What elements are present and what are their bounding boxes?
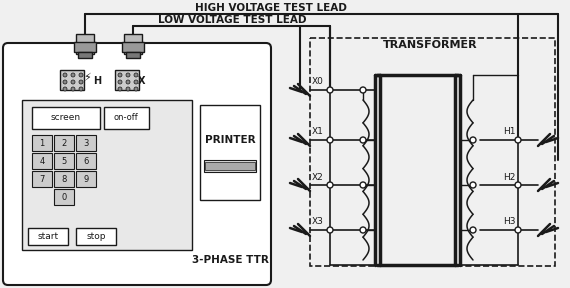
Bar	[54, 189, 74, 205]
Text: 3-PHASE TTR: 3-PHASE TTR	[192, 255, 268, 265]
Text: screen: screen	[51, 113, 81, 122]
Bar	[122, 42, 144, 52]
Text: TRANSFORMER: TRANSFORMER	[382, 40, 477, 50]
Circle shape	[134, 80, 138, 84]
Bar	[115, 70, 139, 90]
FancyBboxPatch shape	[3, 43, 271, 285]
Bar	[78, 52, 92, 58]
Text: H: H	[93, 76, 101, 86]
Text: X1: X1	[312, 128, 324, 137]
Text: 2: 2	[62, 139, 67, 147]
Circle shape	[71, 80, 75, 84]
Text: PRINTER: PRINTER	[205, 135, 255, 145]
Circle shape	[470, 227, 476, 233]
Circle shape	[515, 137, 521, 143]
Circle shape	[515, 182, 521, 188]
Text: 9: 9	[83, 175, 88, 183]
Circle shape	[118, 80, 122, 84]
Bar	[74, 42, 96, 52]
Bar	[32, 135, 52, 151]
Bar	[22, 100, 192, 250]
Circle shape	[134, 87, 138, 91]
Bar	[60, 70, 84, 90]
Text: LOW VOLTAGE TEST LEAD: LOW VOLTAGE TEST LEAD	[158, 15, 307, 25]
Circle shape	[470, 182, 476, 188]
Bar	[32, 171, 52, 187]
Text: 0: 0	[62, 192, 67, 202]
Circle shape	[327, 227, 333, 233]
Text: 6: 6	[83, 156, 89, 166]
Circle shape	[134, 73, 138, 77]
Bar	[76, 34, 94, 54]
Circle shape	[63, 73, 67, 77]
Bar	[54, 135, 74, 151]
Bar	[76, 153, 96, 169]
Circle shape	[71, 87, 75, 91]
Circle shape	[79, 73, 83, 77]
Text: ⚡: ⚡	[83, 73, 91, 83]
Text: on-off: on-off	[113, 113, 139, 122]
Circle shape	[79, 87, 83, 91]
Circle shape	[327, 137, 333, 143]
Bar	[124, 34, 142, 54]
Circle shape	[360, 227, 366, 233]
Bar	[310, 38, 555, 266]
Circle shape	[118, 73, 122, 77]
Text: X2: X2	[312, 173, 324, 181]
Bar	[200, 105, 260, 200]
Text: stop: stop	[86, 232, 106, 241]
Circle shape	[63, 87, 67, 91]
Text: 1: 1	[39, 139, 44, 147]
Circle shape	[327, 182, 333, 188]
Bar	[32, 107, 100, 129]
Circle shape	[515, 227, 521, 233]
Circle shape	[126, 87, 130, 91]
Circle shape	[126, 80, 130, 84]
Bar	[76, 228, 116, 245]
Text: 3: 3	[83, 139, 89, 147]
Text: 7: 7	[39, 175, 44, 183]
Circle shape	[79, 80, 83, 84]
Bar	[126, 52, 140, 58]
Circle shape	[327, 87, 333, 93]
Circle shape	[360, 87, 366, 93]
Bar	[54, 171, 74, 187]
Bar	[32, 153, 52, 169]
Text: 8: 8	[62, 175, 67, 183]
Bar	[204, 160, 256, 172]
Text: H2: H2	[503, 173, 515, 181]
Bar	[104, 107, 149, 129]
Circle shape	[360, 182, 366, 188]
Text: start: start	[38, 232, 59, 241]
Text: X0: X0	[312, 77, 324, 86]
Circle shape	[118, 87, 122, 91]
Text: 5: 5	[62, 156, 67, 166]
Circle shape	[71, 73, 75, 77]
Bar	[205, 162, 255, 170]
Circle shape	[63, 80, 67, 84]
Text: X: X	[139, 76, 146, 86]
Bar	[76, 135, 96, 151]
Text: 4: 4	[39, 156, 44, 166]
Circle shape	[360, 137, 366, 143]
Text: H1: H1	[503, 128, 515, 137]
Circle shape	[126, 73, 130, 77]
Text: X3: X3	[312, 217, 324, 226]
Bar	[28, 228, 68, 245]
Bar	[54, 153, 74, 169]
Bar	[76, 171, 96, 187]
Circle shape	[470, 137, 476, 143]
Text: H3: H3	[503, 217, 515, 226]
Text: HIGH VOLTAGE TEST LEAD: HIGH VOLTAGE TEST LEAD	[195, 3, 347, 13]
